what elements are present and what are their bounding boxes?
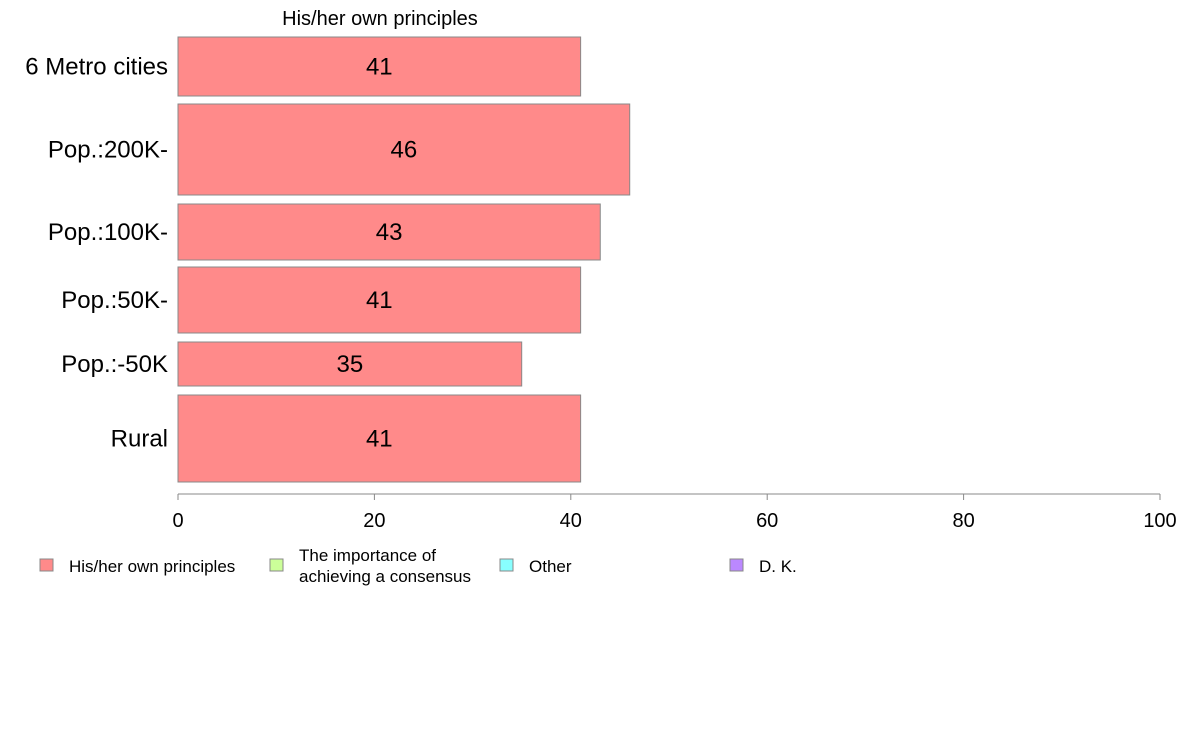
- x-tick-label: 40: [560, 510, 582, 532]
- x-axis: 0 20 40 60 80 100: [172, 493, 1177, 532]
- bar: [177, 394, 582, 483]
- legend-label: D. K.: [759, 557, 797, 576]
- x-tick-label: 80: [952, 510, 974, 532]
- bar: [177, 36, 582, 97]
- data-label: 35: [336, 351, 363, 378]
- legend-label: achieving a consensus: [299, 567, 471, 586]
- x-tick-label: 20: [363, 510, 385, 532]
- category-label: Pop.:200K-: [48, 137, 168, 164]
- legend-item: Other: [499, 557, 572, 576]
- bars-layer: 6 Metro cities 41 Pop.:200K- 46 Pop.:100K- 43…: [25, 36, 631, 483]
- legend-label: His/her own principles: [69, 557, 235, 576]
- legend-label: The importance of: [299, 546, 436, 565]
- bar: [177, 266, 582, 334]
- data-label: 43: [376, 219, 403, 246]
- legend-swatch: [39, 558, 54, 572]
- legend-item: His/her own principles: [39, 557, 235, 576]
- x-tick-label: 100: [1143, 510, 1176, 532]
- chart-title: His/her own principles: [282, 8, 478, 30]
- data-label: 46: [391, 137, 418, 164]
- x-tick-label: 0: [172, 510, 183, 532]
- legend-swatch: [729, 558, 744, 572]
- x-tick-label: 60: [756, 510, 778, 532]
- category-label: Rural: [111, 426, 168, 453]
- bar: [177, 103, 631, 196]
- bar: [177, 341, 523, 387]
- data-label: 41: [366, 54, 393, 81]
- legend-item: The importance of achieving a consensus: [269, 546, 471, 586]
- legend-item: D. K.: [729, 557, 797, 576]
- category-label: Pop.:50K-: [61, 287, 168, 314]
- legend-label: Other: [529, 557, 572, 576]
- legend-swatch: [269, 558, 284, 572]
- data-label: 41: [366, 426, 393, 453]
- category-label: Pop.:-50K: [61, 351, 168, 378]
- category-label: 6 Metro cities: [25, 54, 168, 81]
- data-label: 41: [366, 287, 393, 314]
- bar: [177, 203, 601, 261]
- category-label: Pop.:100K-: [48, 219, 168, 246]
- legend-swatch: [499, 558, 514, 572]
- legend: His/her own principles The importance of a…: [39, 546, 797, 586]
